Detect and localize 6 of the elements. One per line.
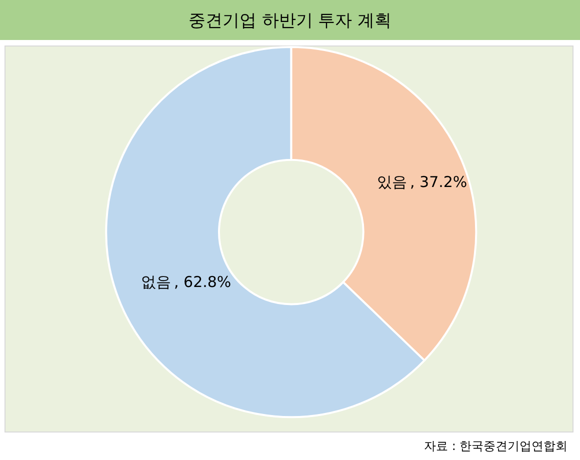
data-label: , 37.2%: [410, 173, 468, 191]
data-label: , 62.8%: [174, 273, 232, 291]
slice-label: 없음: [141, 273, 171, 291]
slice-label: 있음: [377, 173, 407, 191]
chart-title: 중견기업 하반기 투자 계획: [188, 10, 392, 31]
text: 자료 : 한국중견기업연합회: [424, 439, 568, 453]
